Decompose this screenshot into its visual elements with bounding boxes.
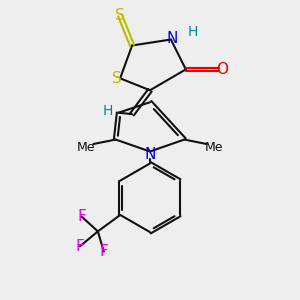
Text: S: S (115, 8, 125, 23)
Text: N: N (144, 147, 156, 162)
Text: F: F (77, 209, 86, 224)
Text: N: N (167, 31, 178, 46)
Text: Me: Me (205, 140, 224, 154)
Text: F: F (100, 244, 108, 259)
Text: F: F (76, 239, 84, 254)
Text: H: H (188, 25, 199, 39)
Text: H: H (103, 104, 113, 118)
Text: S: S (112, 71, 122, 86)
Text: O: O (216, 62, 228, 77)
Text: Me: Me (76, 140, 95, 154)
